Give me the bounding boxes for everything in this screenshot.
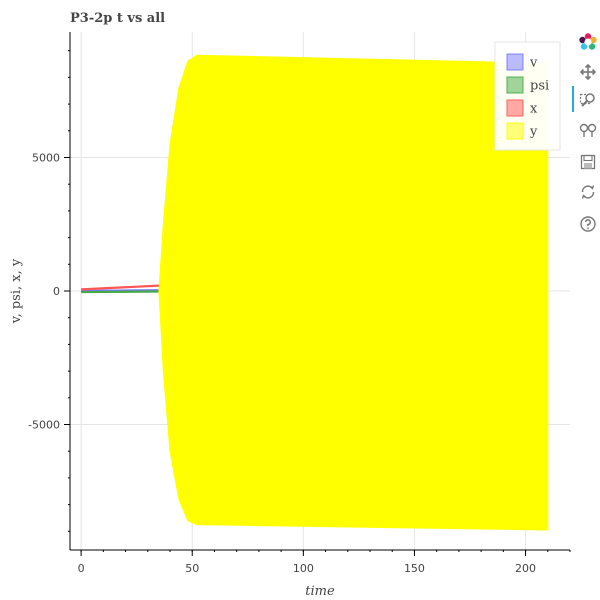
y-axis-label: v, psi, x, y bbox=[9, 258, 24, 324]
wheel-zoom-icon[interactable] bbox=[578, 120, 598, 140]
data-layer bbox=[81, 54, 549, 531]
y-tick-label: -5000 bbox=[28, 419, 60, 432]
x-tick-label: 150 bbox=[404, 562, 425, 575]
toolbar bbox=[572, 28, 600, 238]
series-area-y bbox=[158, 54, 549, 531]
legend-swatch-psi bbox=[506, 76, 524, 94]
x-tick-label: 200 bbox=[515, 562, 536, 575]
legend-box bbox=[494, 41, 561, 151]
axes: 0 50 100 150 200 -5000 0 5000 time v, psi, x, y bbox=[9, 32, 571, 599]
series-line-x bbox=[81, 284, 159, 291]
bokeh-logo-icon[interactable] bbox=[578, 32, 598, 52]
legend-swatch-y bbox=[506, 122, 524, 140]
y-tick-label: 0 bbox=[53, 285, 60, 298]
legend-label-v: v bbox=[529, 56, 538, 71]
legend-label-psi: psi bbox=[530, 79, 549, 94]
help-icon[interactable] bbox=[578, 214, 598, 234]
x-axis-label: time bbox=[305, 584, 335, 599]
save-icon[interactable] bbox=[578, 152, 598, 172]
pan-icon[interactable] bbox=[578, 62, 598, 82]
series-line-psi bbox=[81, 290, 159, 294]
legend[interactable]: v psi xy bbox=[494, 41, 561, 151]
legend-label-y: y bbox=[529, 125, 538, 140]
legend-swatch-v bbox=[506, 53, 524, 71]
x-tick-label: 100 bbox=[293, 562, 314, 575]
x-tick-label: 50 bbox=[185, 562, 199, 575]
series-line-v bbox=[81, 289, 159, 293]
legend-swatch-x bbox=[506, 99, 524, 117]
y-tick-label: 5000 bbox=[32, 151, 60, 164]
x-tick-label: 0 bbox=[78, 562, 85, 575]
chart-title: P3-2p t vs all bbox=[70, 11, 166, 26]
legend-label-x: x bbox=[530, 102, 538, 117]
box-zoom-icon[interactable] bbox=[578, 90, 598, 110]
active-tool-indicator bbox=[572, 86, 574, 112]
reset-icon[interactable] bbox=[578, 182, 598, 202]
